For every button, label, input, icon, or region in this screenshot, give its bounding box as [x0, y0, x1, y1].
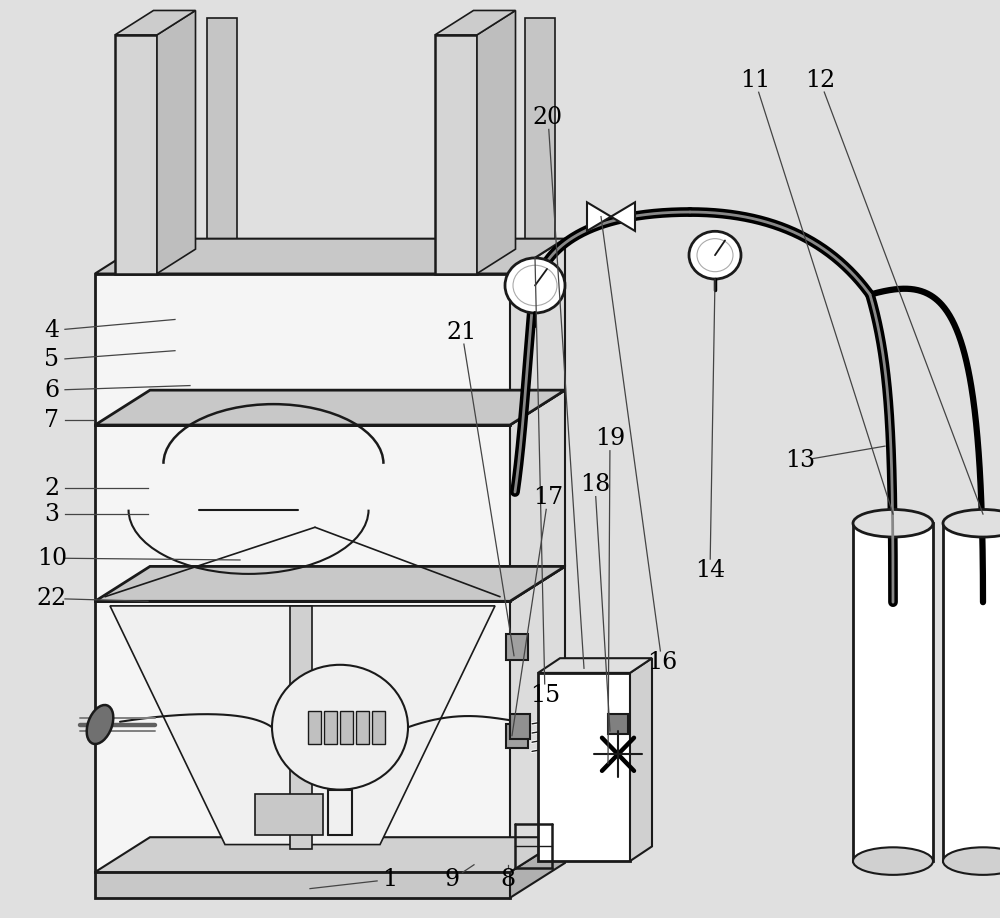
- Text: 22: 22: [37, 587, 67, 610]
- Polygon shape: [95, 837, 565, 872]
- Polygon shape: [115, 10, 196, 35]
- Polygon shape: [587, 202, 611, 231]
- Bar: [435, 35, 477, 274]
- Ellipse shape: [853, 509, 933, 537]
- Text: 16: 16: [647, 651, 677, 675]
- Bar: [372, 711, 385, 744]
- Circle shape: [505, 258, 565, 313]
- Circle shape: [272, 665, 408, 789]
- Bar: [853, 523, 933, 861]
- Text: 9: 9: [444, 868, 460, 891]
- Text: 19: 19: [595, 427, 625, 451]
- Bar: [506, 633, 528, 659]
- Bar: [95, 274, 510, 425]
- Polygon shape: [95, 390, 565, 425]
- Ellipse shape: [943, 847, 1000, 875]
- Polygon shape: [435, 10, 516, 35]
- Polygon shape: [538, 658, 652, 673]
- Ellipse shape: [853, 847, 933, 875]
- Bar: [340, 711, 353, 744]
- Bar: [525, 18, 555, 239]
- Polygon shape: [110, 606, 495, 845]
- Circle shape: [689, 231, 741, 279]
- Ellipse shape: [943, 509, 1000, 537]
- Polygon shape: [95, 239, 565, 274]
- Text: 11: 11: [740, 69, 770, 93]
- Polygon shape: [630, 658, 652, 861]
- Text: 6: 6: [44, 378, 60, 402]
- Text: 12: 12: [805, 69, 835, 93]
- Polygon shape: [95, 566, 565, 601]
- Polygon shape: [510, 239, 565, 425]
- Text: 13: 13: [785, 449, 815, 473]
- Polygon shape: [510, 390, 565, 601]
- Bar: [510, 713, 530, 739]
- Text: 15: 15: [530, 684, 560, 708]
- Text: 2: 2: [44, 476, 60, 500]
- Text: 3: 3: [44, 502, 60, 526]
- Text: 17: 17: [533, 486, 563, 509]
- Bar: [356, 711, 369, 744]
- Text: 20: 20: [533, 106, 563, 129]
- Text: 5: 5: [44, 348, 60, 372]
- Bar: [95, 425, 510, 601]
- Polygon shape: [157, 10, 196, 274]
- Bar: [608, 714, 628, 734]
- Polygon shape: [611, 202, 635, 231]
- Bar: [95, 601, 510, 872]
- Bar: [538, 673, 630, 861]
- Bar: [290, 606, 312, 849]
- Text: 21: 21: [447, 320, 477, 344]
- Polygon shape: [95, 566, 565, 601]
- Bar: [943, 523, 1000, 861]
- Polygon shape: [510, 837, 565, 898]
- Text: 7: 7: [44, 409, 60, 432]
- Text: 4: 4: [44, 319, 60, 342]
- Bar: [95, 872, 510, 898]
- Bar: [207, 18, 237, 239]
- Polygon shape: [95, 390, 565, 425]
- Text: 10: 10: [37, 546, 67, 570]
- Bar: [255, 794, 323, 835]
- Bar: [308, 711, 321, 744]
- Bar: [324, 711, 337, 744]
- Text: 14: 14: [695, 559, 725, 583]
- Bar: [506, 723, 528, 747]
- Bar: [115, 35, 157, 274]
- Text: 8: 8: [500, 868, 516, 891]
- Polygon shape: [477, 10, 516, 274]
- Ellipse shape: [87, 705, 113, 744]
- Text: 18: 18: [580, 473, 610, 497]
- Text: 1: 1: [382, 868, 398, 891]
- Polygon shape: [510, 566, 565, 872]
